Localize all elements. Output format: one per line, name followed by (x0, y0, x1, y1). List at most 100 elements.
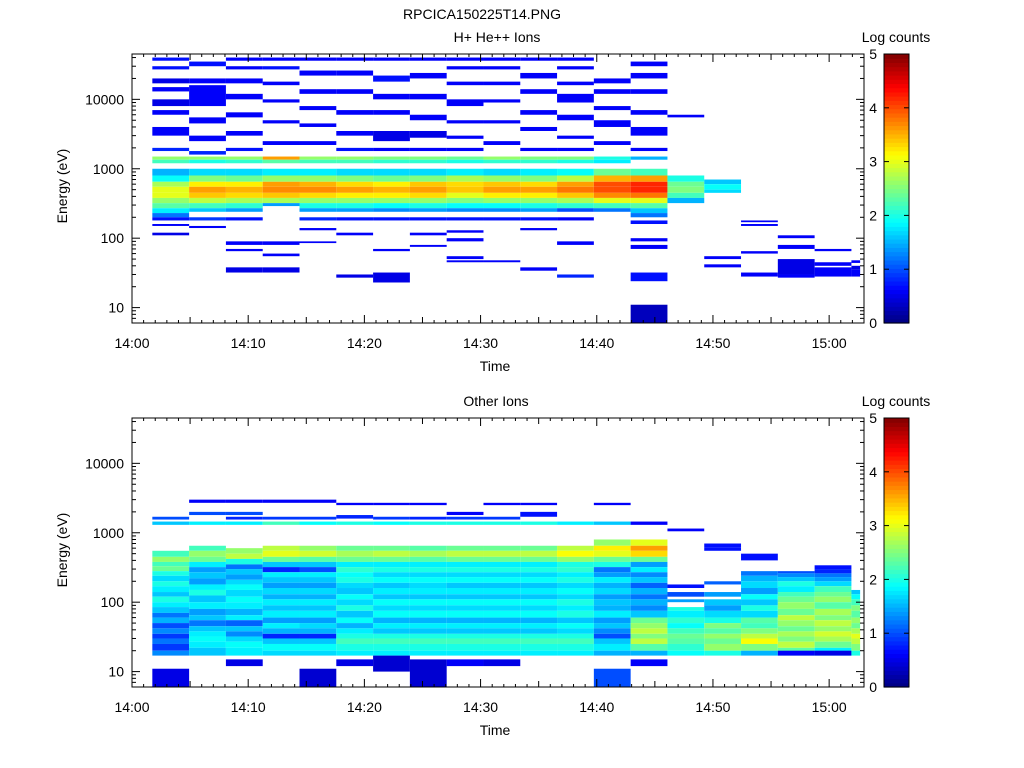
heatmap-cell (446, 623, 484, 629)
colorbar-swatch (884, 301, 909, 307)
heatmap-cell (520, 610, 558, 618)
heatmap-cell (189, 567, 226, 573)
heatmap-cell (262, 617, 300, 624)
heatmap-cell (704, 623, 742, 629)
heatmap-cell (814, 626, 852, 632)
heatmap-cell (373, 577, 410, 583)
heatmap-cell (299, 628, 337, 634)
heatmap-cell (409, 192, 447, 198)
heatmap-cell (373, 186, 410, 193)
colorbar-swatch (884, 154, 909, 160)
colorbar-swatch (884, 569, 909, 575)
colorbar-swatch (884, 70, 909, 76)
heatmap-cell (814, 650, 852, 656)
heatmap-cell (777, 650, 815, 656)
heatmap-cell (336, 556, 374, 562)
heatmap-cell (299, 650, 337, 656)
heatmap-cell (446, 168, 484, 176)
heatmap-cell (483, 633, 521, 639)
heatmap-cell (741, 628, 778, 634)
heatmap-cell (336, 594, 374, 600)
heatmap-cell (373, 516, 410, 520)
heatmap-cell (336, 110, 374, 115)
heatmap-cell (262, 175, 300, 182)
heatmap-cell (593, 550, 631, 557)
colorbar-swatch (884, 577, 909, 583)
colorbar-swatch (884, 619, 909, 625)
heatmap-cell (520, 643, 558, 651)
heatmap-cell (814, 596, 852, 603)
colorbar-tick-label: 1 (869, 261, 877, 277)
colorbar: 0 1 2 3 4 5 (869, 410, 910, 695)
colorbar-tick-label: 3 (869, 154, 877, 170)
heatmap-cell (336, 502, 374, 506)
heatmap-cell (409, 594, 447, 600)
heatmap-cell (483, 208, 521, 212)
heatmap-cell (225, 569, 263, 575)
heatmap-cell (446, 186, 484, 193)
heatmap-cell (520, 617, 558, 624)
heatmap-cell (225, 631, 263, 637)
heatmap-cell (630, 617, 668, 624)
heatmap-cell (777, 577, 815, 582)
heatmap-cell (336, 567, 374, 573)
heatmap-cell (741, 605, 778, 611)
heatmap-cell (189, 589, 226, 596)
heatmap-cell (152, 586, 190, 593)
heatmap-cell (446, 638, 484, 644)
heatmap-cell (520, 197, 558, 204)
heatmap-cell (851, 589, 861, 595)
heatmap-cell (446, 181, 484, 187)
colorbar-swatch (884, 476, 909, 482)
heatmap-cell (667, 638, 705, 644)
heatmap-cell (446, 99, 484, 107)
colorbar-swatch (884, 217, 909, 223)
heatmap-cell (189, 647, 226, 656)
heatmap-cell (225, 130, 263, 136)
colorbar-swatch (884, 628, 909, 633)
heatmap-cell (593, 594, 631, 600)
heatmap-cell (630, 192, 668, 198)
heatmap-cell (189, 156, 226, 160)
heatmap-cell (262, 628, 300, 634)
colorbar-swatch (884, 255, 909, 261)
heatmap-cell (189, 521, 226, 525)
heatmap-cell (299, 197, 337, 204)
heatmap-cell (520, 89, 558, 94)
heatmap-cell (373, 181, 410, 187)
heatmap-cell (520, 567, 558, 573)
heatmap-cell (152, 617, 190, 624)
heatmap-cell (483, 577, 521, 583)
heatmap-cell (446, 175, 484, 182)
x-tick-label: 14:20 (347, 699, 382, 715)
heatmap-cell (152, 175, 190, 182)
heatmap-cell (409, 521, 447, 525)
heatmap-cell (520, 628, 558, 634)
colorbar-swatch (884, 87, 909, 93)
heatmap-cell (446, 577, 484, 583)
heatmap-cell (225, 636, 263, 642)
heatmap-cell (851, 269, 861, 277)
heatmap-cell (446, 208, 484, 212)
heatmap-cell (189, 578, 226, 585)
heatmap-cell (704, 581, 742, 585)
colorbar-swatch (884, 238, 909, 244)
heatmap-cell (741, 571, 778, 576)
plot-frame (131, 417, 865, 688)
heatmap-cell (814, 620, 852, 627)
heatmap-cell (262, 610, 300, 618)
heatmap-cell (262, 577, 300, 583)
heatmap-cell (630, 110, 668, 115)
figure-title: RPCICA150225T14.PNG (403, 6, 561, 22)
heatmap-cell (409, 208, 447, 212)
heatmap-cell (851, 633, 861, 639)
colorbar-swatch (884, 163, 909, 169)
colorbar-swatch (884, 653, 909, 659)
heatmap-cell (299, 156, 337, 160)
heatmap-cell (630, 156, 668, 160)
heatmap-cell (336, 610, 374, 618)
heatmap-cell (152, 126, 190, 136)
heatmap-cell (704, 628, 742, 634)
heatmap-cell (446, 147, 484, 152)
heatmap-cell (409, 186, 447, 193)
